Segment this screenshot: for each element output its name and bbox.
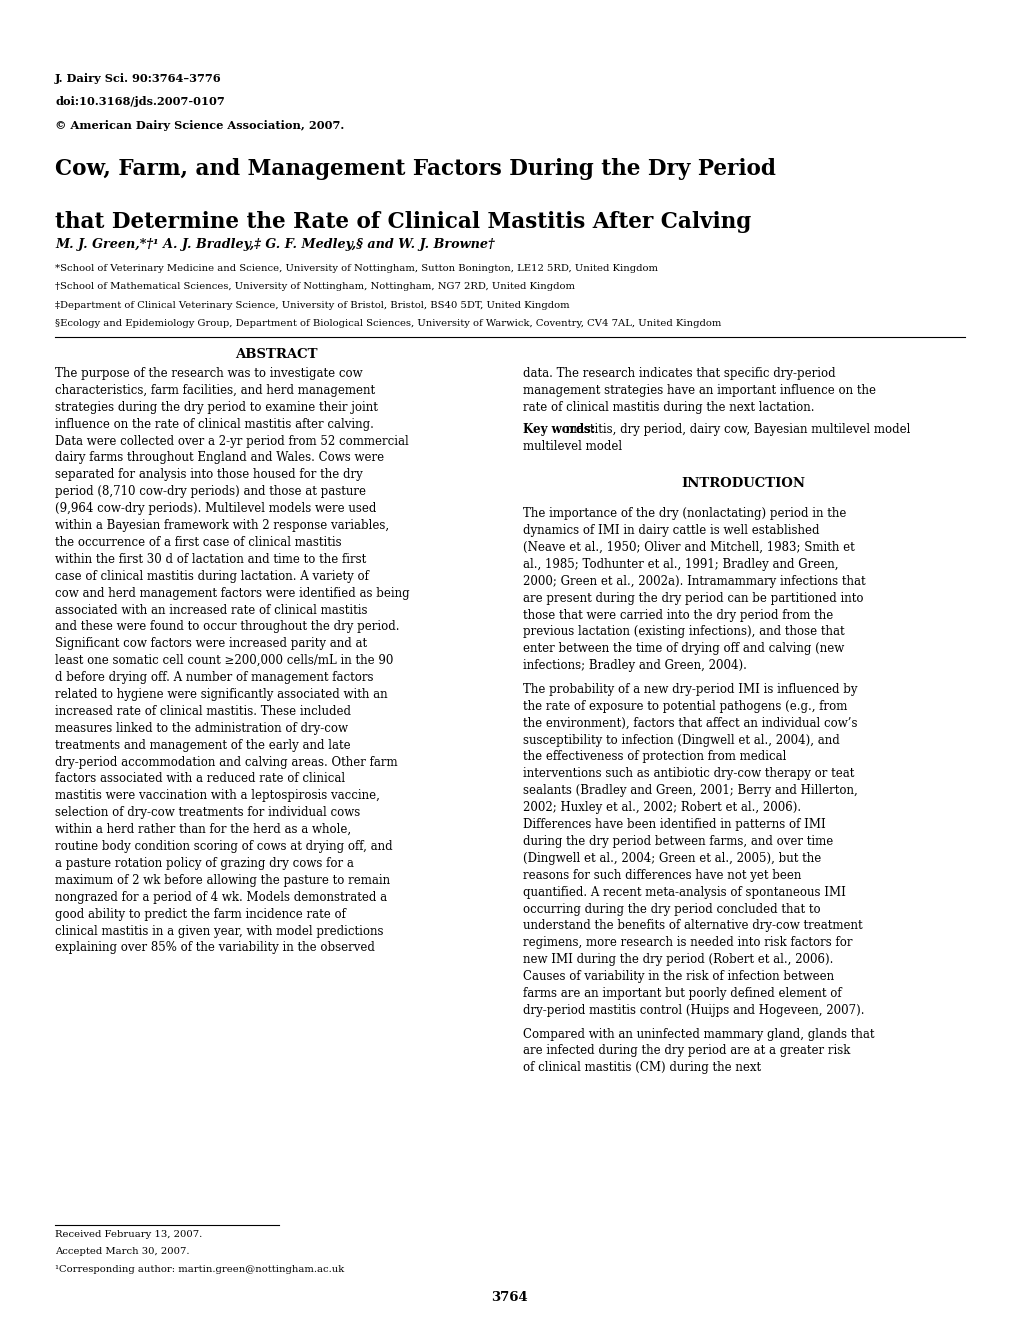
Text: that Determine the Rate of Clinical Mastitis After Calving: that Determine the Rate of Clinical Mast… bbox=[55, 211, 751, 234]
Text: *School of Veterinary Medicine and Science, University of Nottingham, Sutton Bon: *School of Veterinary Medicine and Scien… bbox=[55, 264, 657, 273]
Text: related to hygiene were significantly associated with an: related to hygiene were significantly as… bbox=[55, 688, 387, 701]
Text: Compared with an uninfected mammary gland, glands that: Compared with an uninfected mammary glan… bbox=[522, 1027, 873, 1040]
Text: Cow, Farm, and Management Factors During the Dry Period: Cow, Farm, and Management Factors During… bbox=[55, 158, 775, 181]
Text: d before drying off. A number of management factors: d before drying off. A number of managem… bbox=[55, 671, 373, 684]
Text: sealants (Bradley and Green, 2001; Berry and Hillerton,: sealants (Bradley and Green, 2001; Berry… bbox=[522, 784, 857, 797]
Text: during the dry period between farms, and over time: during the dry period between farms, and… bbox=[522, 836, 833, 847]
Text: cow and herd management factors were identified as being: cow and herd management factors were ide… bbox=[55, 586, 410, 599]
Text: Received February 13, 2007.: Received February 13, 2007. bbox=[55, 1230, 202, 1239]
Text: interventions such as antibiotic dry-cow therapy or teat: interventions such as antibiotic dry-cow… bbox=[522, 767, 853, 780]
Text: §Ecology and Epidemiology Group, Department of Biological Sciences, University o: §Ecology and Epidemiology Group, Departm… bbox=[55, 319, 720, 329]
Text: maximum of 2 wk before allowing the pasture to remain: maximum of 2 wk before allowing the past… bbox=[55, 874, 390, 887]
Text: nongrazed for a period of 4 wk. Models demonstrated a: nongrazed for a period of 4 wk. Models d… bbox=[55, 891, 387, 904]
Text: ‡Department of Clinical Veterinary Science, University of Bristol, Bristol, BS40: ‡Department of Clinical Veterinary Scien… bbox=[55, 301, 570, 310]
Text: ABSTRACT: ABSTRACT bbox=[234, 348, 317, 362]
Text: the effectiveness of protection from medical: the effectiveness of protection from med… bbox=[522, 751, 786, 763]
Text: multilevel model: multilevel model bbox=[522, 440, 622, 453]
Text: quantified. A recent meta-analysis of spontaneous IMI: quantified. A recent meta-analysis of sp… bbox=[522, 886, 845, 899]
Text: 2002; Huxley et al., 2002; Robert et al., 2006).: 2002; Huxley et al., 2002; Robert et al.… bbox=[522, 801, 800, 814]
Text: previous lactation (existing infections), and those that: previous lactation (existing infections)… bbox=[522, 626, 844, 639]
Text: case of clinical mastitis during lactation. A variety of: case of clinical mastitis during lactati… bbox=[55, 570, 369, 582]
Text: selection of dry-cow treatments for individual cows: selection of dry-cow treatments for indi… bbox=[55, 807, 360, 820]
Text: explaining over 85% of the variability in the observed: explaining over 85% of the variability i… bbox=[55, 941, 375, 954]
Text: ¹Corresponding author: martin.green@nottingham.ac.uk: ¹Corresponding author: martin.green@nott… bbox=[55, 1265, 344, 1274]
Text: dry-period mastitis control (Huijps and Hogeveen, 2007).: dry-period mastitis control (Huijps and … bbox=[522, 1005, 863, 1016]
Text: Differences have been identified in patterns of IMI: Differences have been identified in patt… bbox=[522, 818, 824, 832]
Text: dynamics of IMI in dairy cattle is well established: dynamics of IMI in dairy cattle is well … bbox=[522, 524, 818, 537]
Text: INTRODUCTION: INTRODUCTION bbox=[681, 477, 805, 490]
Text: period (8,710 cow-dry periods) and those at pasture: period (8,710 cow-dry periods) and those… bbox=[55, 486, 366, 498]
Text: reasons for such differences have not yet been: reasons for such differences have not ye… bbox=[522, 869, 800, 882]
Text: enter between the time of drying off and calving (new: enter between the time of drying off and… bbox=[522, 643, 843, 655]
Text: Accepted March 30, 2007.: Accepted March 30, 2007. bbox=[55, 1247, 190, 1257]
Text: data. The research indicates that specific dry-period: data. The research indicates that specif… bbox=[522, 367, 835, 380]
Text: routine body condition scoring of cows at drying off, and: routine body condition scoring of cows a… bbox=[55, 840, 392, 853]
Text: a pasture rotation policy of grazing dry cows for a: a pasture rotation policy of grazing dry… bbox=[55, 857, 354, 870]
Text: (Neave et al., 1950; Oliver and Mitchell, 1983; Smith et: (Neave et al., 1950; Oliver and Mitchell… bbox=[522, 541, 854, 554]
Text: Significant cow factors were increased parity and at: Significant cow factors were increased p… bbox=[55, 638, 367, 651]
Text: occurring during the dry period concluded that to: occurring during the dry period conclude… bbox=[522, 903, 819, 916]
Text: least one somatic cell count ≥200,000 cells/mL in the 90: least one somatic cell count ≥200,000 ce… bbox=[55, 655, 393, 667]
Text: those that were carried into the dry period from the: those that were carried into the dry per… bbox=[522, 609, 833, 622]
Text: good ability to predict the farm incidence rate of: good ability to predict the farm inciden… bbox=[55, 908, 345, 920]
Text: factors associated with a reduced rate of clinical: factors associated with a reduced rate o… bbox=[55, 772, 344, 785]
Text: †School of Mathematical Sciences, University of Nottingham, Nottingham, NG7 2RD,: †School of Mathematical Sciences, Univer… bbox=[55, 282, 575, 292]
Text: measures linked to the administration of dry-cow: measures linked to the administration of… bbox=[55, 722, 347, 735]
Text: the environment), factors that affect an individual cow’s: the environment), factors that affect an… bbox=[522, 717, 856, 730]
Text: 2000; Green et al., 2002a). Intramammary infections that: 2000; Green et al., 2002a). Intramammary… bbox=[522, 574, 864, 587]
Text: influence on the rate of clinical mastitis after calving.: influence on the rate of clinical mastit… bbox=[55, 417, 374, 430]
Text: rate of clinical mastitis during the next lactation.: rate of clinical mastitis during the nex… bbox=[522, 401, 813, 413]
Text: The importance of the dry (nonlactating) period in the: The importance of the dry (nonlactating)… bbox=[522, 507, 846, 520]
Text: and these were found to occur throughout the dry period.: and these were found to occur throughout… bbox=[55, 620, 399, 634]
Text: increased rate of clinical mastitis. These included: increased rate of clinical mastitis. The… bbox=[55, 705, 351, 718]
Text: dry-period accommodation and calving areas. Other farm: dry-period accommodation and calving are… bbox=[55, 755, 397, 768]
Text: M. J. Green,*†¹ A. J. Bradley,‡ G. F. Medley,§ and W. J. Browne†: M. J. Green,*†¹ A. J. Bradley,‡ G. F. Me… bbox=[55, 238, 494, 251]
Text: mastitis were vaccination with a leptospirosis vaccine,: mastitis were vaccination with a leptosp… bbox=[55, 789, 380, 803]
Text: The purpose of the research was to investigate cow: The purpose of the research was to inves… bbox=[55, 367, 363, 380]
Text: 3764: 3764 bbox=[491, 1291, 528, 1304]
Text: regimens, more research is needed into risk factors for: regimens, more research is needed into r… bbox=[522, 936, 852, 949]
Text: understand the benefits of alternative dry-cow treatment: understand the benefits of alternative d… bbox=[522, 920, 861, 932]
Text: J. Dairy Sci. 90:3764–3776: J. Dairy Sci. 90:3764–3776 bbox=[55, 73, 221, 83]
Text: associated with an increased rate of clinical mastitis: associated with an increased rate of cli… bbox=[55, 603, 367, 616]
Text: Key words:: Key words: bbox=[522, 422, 594, 436]
Text: strategies during the dry period to examine their joint: strategies during the dry period to exam… bbox=[55, 401, 378, 413]
Text: within a Bayesian framework with 2 response variables,: within a Bayesian framework with 2 respo… bbox=[55, 519, 389, 532]
Text: infections; Bradley and Green, 2004).: infections; Bradley and Green, 2004). bbox=[522, 659, 746, 672]
Text: separated for analysis into those housed for the dry: separated for analysis into those housed… bbox=[55, 469, 363, 482]
Text: treatments and management of the early and late: treatments and management of the early a… bbox=[55, 739, 351, 751]
Text: The probability of a new dry-period IMI is influenced by: The probability of a new dry-period IMI … bbox=[522, 682, 856, 696]
Text: (9,964 cow-dry periods). Multilevel models were used: (9,964 cow-dry periods). Multilevel mode… bbox=[55, 502, 376, 515]
Text: (Dingwell et al., 2004; Green et al., 2005), but the: (Dingwell et al., 2004; Green et al., 20… bbox=[522, 851, 820, 865]
Text: within a herd rather than for the herd as a whole,: within a herd rather than for the herd a… bbox=[55, 824, 351, 836]
Text: within the first 30 d of lactation and time to the first: within the first 30 d of lactation and t… bbox=[55, 553, 366, 566]
Text: doi:10.3168/jds.2007-0107: doi:10.3168/jds.2007-0107 bbox=[55, 96, 224, 107]
Text: of clinical mastitis (CM) during the next: of clinical mastitis (CM) during the nex… bbox=[522, 1061, 760, 1074]
Text: the rate of exposure to potential pathogens (e.g., from: the rate of exposure to potential pathog… bbox=[522, 700, 847, 713]
Text: Data were collected over a 2-yr period from 52 commercial: Data were collected over a 2-yr period f… bbox=[55, 434, 409, 447]
Text: new IMI during the dry period (Robert et al., 2006).: new IMI during the dry period (Robert et… bbox=[522, 953, 833, 966]
Text: farms are an important but poorly defined element of: farms are an important but poorly define… bbox=[522, 987, 841, 1001]
Text: are infected during the dry period are at a greater risk: are infected during the dry period are a… bbox=[522, 1044, 849, 1057]
Text: Causes of variability in the risk of infection between: Causes of variability in the risk of inf… bbox=[522, 970, 834, 983]
Text: dairy farms throughout England and Wales. Cows were: dairy farms throughout England and Wales… bbox=[55, 451, 384, 465]
Text: are present during the dry period can be partitioned into: are present during the dry period can be… bbox=[522, 591, 862, 605]
Text: clinical mastitis in a given year, with model predictions: clinical mastitis in a given year, with … bbox=[55, 924, 383, 937]
Text: susceptibility to infection (Dingwell et al., 2004), and: susceptibility to infection (Dingwell et… bbox=[522, 734, 839, 747]
Text: © American Dairy Science Association, 2007.: © American Dairy Science Association, 20… bbox=[55, 120, 344, 131]
Text: al., 1985; Todhunter et al., 1991; Bradley and Green,: al., 1985; Todhunter et al., 1991; Bradl… bbox=[522, 558, 838, 570]
Text: mastitis, dry period, dairy cow, Bayesian multilevel model: mastitis, dry period, dairy cow, Bayesia… bbox=[561, 422, 909, 436]
Text: the occurrence of a first case of clinical mastitis: the occurrence of a first case of clinic… bbox=[55, 536, 341, 549]
Text: management strategies have an important influence on the: management strategies have an important … bbox=[522, 384, 875, 397]
Text: characteristics, farm facilities, and herd management: characteristics, farm facilities, and he… bbox=[55, 384, 375, 397]
